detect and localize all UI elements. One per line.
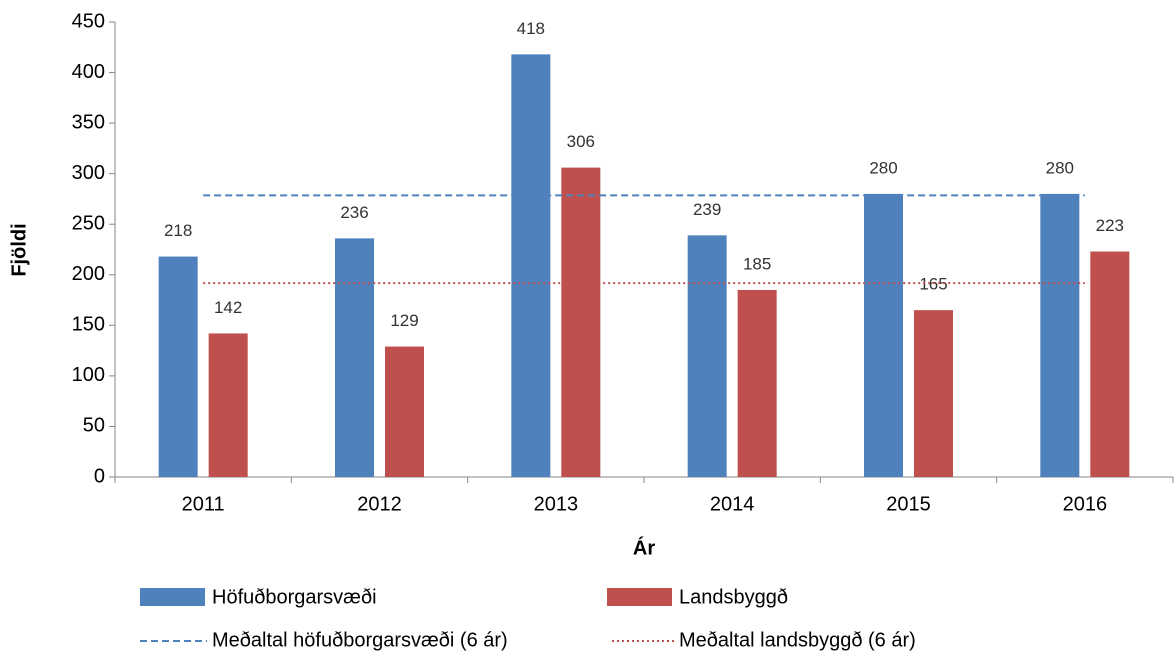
data-label: 129 — [390, 311, 418, 330]
data-label: 306 — [567, 132, 595, 151]
x-tick-label: 2016 — [1063, 493, 1108, 515]
y-tick-label: 450 — [72, 10, 105, 32]
y-tick-label: 250 — [72, 213, 105, 235]
bar — [385, 346, 424, 477]
y-axis-title: Fjöldi — [8, 223, 30, 276]
data-label: 280 — [869, 158, 897, 177]
bar — [914, 310, 953, 477]
bar — [737, 289, 777, 477]
x-tick-label: 2011 — [182, 493, 225, 515]
data-label: 418 — [517, 19, 545, 38]
x-tick-label: 2013 — [534, 493, 579, 515]
y-tick-label: 200 — [72, 263, 105, 285]
y-tick-label: 350 — [72, 111, 105, 133]
data-label: 223 — [1096, 216, 1124, 235]
data-label: 280 — [1046, 158, 1074, 177]
bar — [561, 167, 601, 477]
legend-swatch — [140, 588, 205, 606]
x-axis-title: Ár — [633, 536, 655, 559]
y-tick-label: 300 — [72, 162, 105, 184]
legend-label: Meðaltal höfuðborgarsvæði (6 ár) — [212, 629, 508, 651]
x-tick-label: 2015 — [886, 493, 931, 515]
y-tick-label: 400 — [72, 61, 105, 83]
bar — [864, 193, 903, 477]
legend-label: Landsbyggð — [679, 586, 788, 608]
legend-label: Meðaltal landsbyggð (6 ár) — [679, 629, 916, 651]
data-label: 142 — [214, 298, 242, 317]
bar — [511, 54, 551, 477]
x-tick-label: 2012 — [357, 493, 402, 515]
bar — [335, 238, 374, 477]
y-tick-label: 0 — [94, 465, 105, 487]
data-label: 239 — [693, 200, 721, 219]
legend-swatch — [607, 588, 672, 606]
bar — [1090, 251, 1130, 477]
bar — [158, 256, 198, 477]
bar — [1040, 193, 1080, 477]
data-label: 236 — [340, 203, 368, 222]
y-tick-label: 50 — [83, 415, 105, 437]
y-tick-label: 150 — [72, 314, 105, 336]
data-label: 185 — [743, 254, 771, 273]
x-tick-label: 2014 — [710, 493, 755, 515]
y-tick-label: 100 — [72, 364, 105, 386]
data-label: 218 — [164, 221, 192, 240]
bar — [208, 333, 248, 477]
legend-label: Höfuðborgarsvæði — [212, 586, 377, 608]
bar — [687, 235, 727, 477]
